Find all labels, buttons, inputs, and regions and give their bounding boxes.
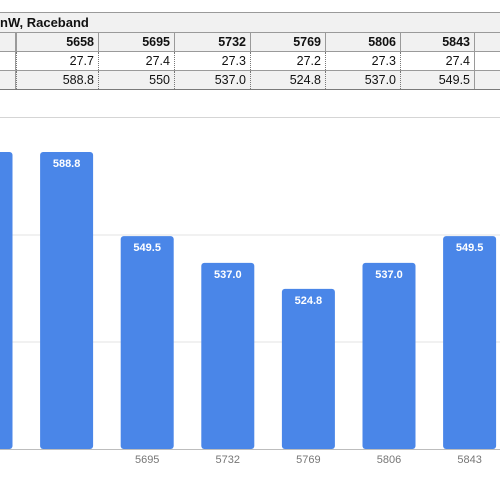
table-cell-edge-right[interactable] [474,52,500,70]
table-cell-edge-right[interactable] [474,71,500,89]
x-tick-label: 5843 [457,454,481,466]
bar-rect[interactable] [0,151,13,449]
table-cell[interactable]: 537.0 [325,71,400,89]
bar-chart[interactable]: 588.8 588.8 549.5 5695 537.0 5732 524.8 5769 537… [0,117,500,501]
table-header-cell[interactable]: 5695 [98,33,174,51]
table-cell[interactable]: 537.0 [174,71,250,89]
table-header-cell[interactable]: 5732 [174,33,250,51]
table-cell[interactable]: 27.4 [400,52,474,70]
x-tick-label: 5806 [377,454,401,466]
table-cell-edge-left[interactable] [0,71,16,89]
table-title: nW, Raceband [0,15,89,30]
table-cell[interactable]: 27.3 [325,52,400,70]
bar-data-label: 549.5 [456,242,484,254]
table-cell[interactable]: 588.8 [16,71,98,89]
bar-data-label: 549.5 [133,242,161,254]
table-row: 588.8 550 537.0 524.8 537.0 549.5 [0,71,500,90]
bar[interactable]: 588.8 [0,151,13,449]
bar[interactable]: 537.0 [362,262,416,449]
bar-rect[interactable] [443,236,497,449]
bar[interactable]: 524.8 [281,288,335,449]
table-cell[interactable]: 27.4 [98,52,174,70]
spreadsheet-table: nW, Raceband 5658 5695 5732 5769 5806 58… [0,12,500,90]
table-header-row: 5658 5695 5732 5769 5806 5843 [0,33,500,52]
bar-rect[interactable] [201,262,255,449]
table-header-cell[interactable]: 5806 [325,33,400,51]
table-cell[interactable]: 549.5 [400,71,474,89]
bar[interactable]: 537.0 [201,262,255,449]
bar-data-label: 537.0 [375,269,403,281]
table-header-cell[interactable]: 5843 [400,33,474,51]
bar[interactable]: 549.5 [443,236,497,449]
table-cell[interactable]: 550 [98,71,174,89]
table-header-cell[interactable]: 5769 [250,33,325,51]
x-tick-label: 5695 [135,454,159,466]
bar-data-label: 588.8 [53,158,81,170]
bar-rect[interactable] [120,236,174,449]
table-row: 27.7 27.4 27.3 27.2 27.3 27.4 [0,52,500,71]
table-cell[interactable]: 27.7 [16,52,98,70]
bar-data-label: 537.0 [214,269,242,281]
table-cell-edge-left[interactable] [0,52,16,70]
bar-rect[interactable] [362,262,416,449]
table-title-row: nW, Raceband [0,13,500,33]
table-cell[interactable]: 27.2 [250,52,325,70]
bar[interactable]: 549.5 [120,236,174,449]
bar-rect[interactable] [40,151,94,449]
table-cell-edge-right[interactable] [474,33,500,51]
x-tick-label: 5732 [216,454,240,466]
chart-canvas: 588.8 588.8 549.5 5695 537.0 5732 524.8 5769 537… [0,151,500,466]
table-cell[interactable]: 27.3 [174,52,250,70]
bar-rect[interactable] [281,288,335,449]
bar[interactable]: 588.8 [40,151,94,449]
x-tick-label: 5769 [296,454,320,466]
table-cell[interactable]: 524.8 [250,71,325,89]
table-cell-edge-left[interactable] [0,33,16,51]
table-header-cell[interactable]: 5658 [16,33,98,51]
bar-data-label: 524.8 [295,295,323,307]
